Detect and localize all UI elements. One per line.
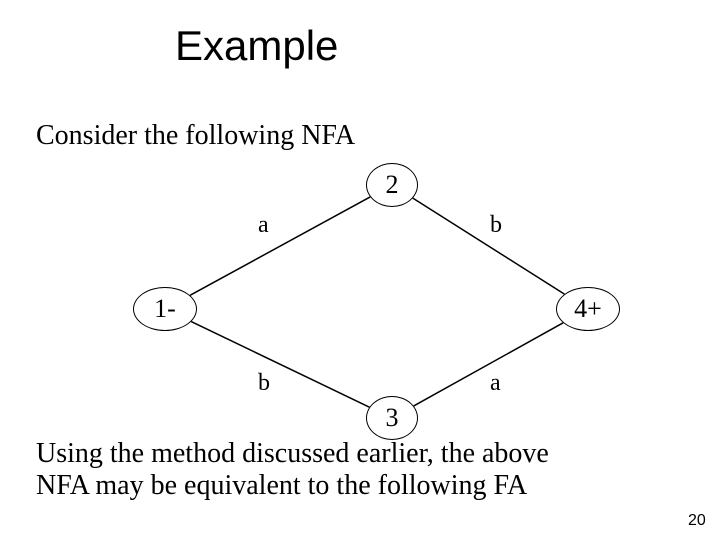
edge-label-n1-n3: b: [258, 370, 270, 397]
state-node-n1: 1-: [133, 287, 197, 331]
intro-text: Consider the following NFA: [36, 120, 355, 152]
edge-label-n1-n2: a: [258, 212, 269, 239]
edge-n1-n2: [190, 197, 370, 295]
state-node-n2: 2: [366, 163, 418, 207]
edge-n1-n3: [191, 322, 369, 408]
state-node-n3: 3: [366, 396, 418, 440]
edge-n3-n4: [414, 323, 563, 406]
state-node-n4: 4+: [556, 287, 620, 331]
edge-label-n3-n4: a: [490, 370, 501, 397]
outro-line2: NFA may be equivalent to the following F…: [36, 470, 527, 502]
outro-line1: Using the method discussed earlier, the …: [36, 438, 549, 470]
edge-label-n2-n4: b: [490, 212, 502, 239]
page-title: Example: [175, 22, 338, 70]
edge-n2-n4: [413, 198, 565, 294]
page-number: 20: [688, 512, 706, 530]
